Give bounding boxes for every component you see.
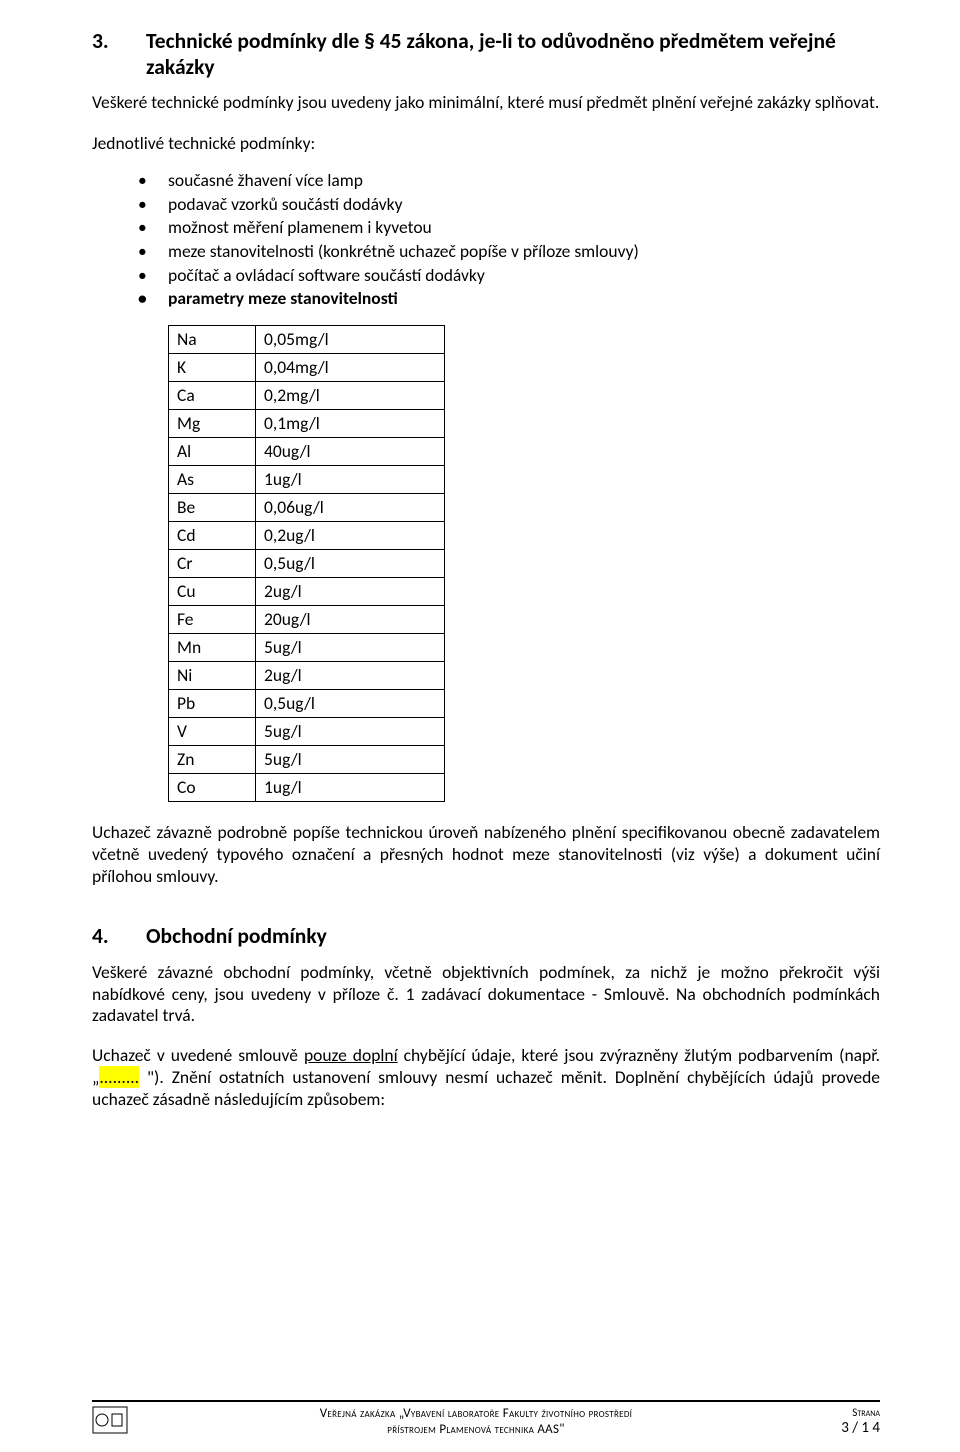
text-run: Uchazeč v uvedené smlouvě xyxy=(92,1044,304,1066)
table-row: Be0,06ug/l xyxy=(169,493,445,521)
table-row: Mg0,1mg/l xyxy=(169,409,445,437)
cell-element: Cd xyxy=(169,521,256,549)
cell-element: Na xyxy=(169,325,256,353)
cell-value: 0,05mg/l xyxy=(256,325,445,353)
cell-value: 40ug/l xyxy=(256,437,445,465)
list-item: meze stanovitelnosti (konkrétně uchazeč … xyxy=(138,240,880,264)
page-label: Strana xyxy=(814,1406,880,1419)
cell-element: As xyxy=(169,465,256,493)
highlighted-text: ......... xyxy=(99,1066,139,1088)
section3-heading: 3. Technické podmínky dle § 45 zákona, j… xyxy=(92,28,880,80)
table-row: K0,04mg/l xyxy=(169,353,445,381)
section4-title: Obchodní podmínky xyxy=(146,923,880,949)
cell-value: 1ug/l xyxy=(256,773,445,801)
cell-element: V xyxy=(169,717,256,745)
footer-line2: přístrojem Plamenová technika AAS" xyxy=(387,1422,565,1437)
cell-value: 0,5ug/l xyxy=(256,549,445,577)
cell-element: K xyxy=(169,353,256,381)
table-row: Na0,05mg/l xyxy=(169,325,445,353)
section4-para1: Veškeré závazné obchodní podmínky, včetn… xyxy=(92,962,880,1028)
table-row: Co1ug/l xyxy=(169,773,445,801)
footer-line1a: Veřejná zakázka „ xyxy=(320,1406,404,1421)
cell-element: Co xyxy=(169,773,256,801)
underlined-text: pouze doplní xyxy=(304,1044,398,1066)
cell-value: 1ug/l xyxy=(256,465,445,493)
table-row: Cu2ug/l xyxy=(169,577,445,605)
page-number: 3 / 1 4 xyxy=(814,1419,880,1437)
cell-value: 0,06ug/l xyxy=(256,493,445,521)
cell-element: Al xyxy=(169,437,256,465)
section4-heading: 4. Obchodní podmínky xyxy=(92,923,880,949)
footer-right: Strana 3 / 1 4 xyxy=(814,1406,880,1437)
cell-value: 0,1mg/l xyxy=(256,409,445,437)
cell-value: 0,2ug/l xyxy=(256,521,445,549)
section4-number: 4. xyxy=(92,923,146,949)
list-item: počítač a ovládací software součástí dod… xyxy=(138,264,880,288)
table-row: Cr0,5ug/l xyxy=(169,549,445,577)
list-item: možnost měření plamenem i kyvetou xyxy=(138,216,880,240)
cell-element: Be xyxy=(169,493,256,521)
text-run: "). Znění ostatních ustanovení smlouvy n… xyxy=(92,1066,880,1110)
cell-value: 5ug/l xyxy=(256,633,445,661)
cell-value: 0,2mg/l xyxy=(256,381,445,409)
table-row: Ca0,2mg/l xyxy=(169,381,445,409)
table-row: Zn5ug/l xyxy=(169,745,445,773)
table-row: Al40ug/l xyxy=(169,437,445,465)
cell-value: 2ug/l xyxy=(256,661,445,689)
section3-subintro: Jednotlivé technické podmínky: xyxy=(92,132,880,155)
spacer xyxy=(92,905,880,923)
cell-value: 2ug/l xyxy=(256,577,445,605)
cell-element: Zn xyxy=(169,745,256,773)
footer-line1b: Vybavení laboratoře Fakulty životního pr… xyxy=(403,1406,632,1421)
page: 3. Technické podmínky dle § 45 zákona, j… xyxy=(0,0,960,1452)
logo-icon xyxy=(92,1406,128,1438)
section3-intro: Veškeré technické podmínky jsou uvedeny … xyxy=(92,92,880,114)
section3-title: Technické podmínky dle § 45 zákona, je-l… xyxy=(146,28,880,80)
table-row: Pb0,5ug/l xyxy=(169,689,445,717)
table-row: Fe20ug/l xyxy=(169,605,445,633)
table-row: As1ug/l xyxy=(169,465,445,493)
section3-post-table: Uchazeč závazně podrobně popíše technick… xyxy=(92,822,880,888)
footer-center: Veřejná zakázka „Vybavení laboratoře Fak… xyxy=(138,1406,814,1439)
section3-number: 3. xyxy=(92,28,146,54)
cell-value: 5ug/l xyxy=(256,745,445,773)
list-item: současné žhavení více lamp xyxy=(138,169,880,193)
list-item: podavač vzorků součástí dodávky xyxy=(138,193,880,217)
table-body: Na0,05mg/l K0,04mg/l Ca0,2mg/l Mg0,1mg/l… xyxy=(169,325,445,801)
table-row: Cd0,2ug/l xyxy=(169,521,445,549)
cell-value: 0,5ug/l xyxy=(256,689,445,717)
cell-element: Mn xyxy=(169,633,256,661)
page-footer: Veřejná zakázka „Vybavení laboratoře Fak… xyxy=(92,1400,880,1439)
section3-bullet-list: současné žhavení více lamp podavač vzork… xyxy=(92,169,880,311)
cell-value: 20ug/l xyxy=(256,605,445,633)
cell-element: Mg xyxy=(169,409,256,437)
cell-element: Ca xyxy=(169,381,256,409)
cell-element: Cu xyxy=(169,577,256,605)
section4-para2: Uchazeč v uvedené smlouvě pouze doplní c… xyxy=(92,1045,880,1111)
cell-value: 5ug/l xyxy=(256,717,445,745)
cell-value: 0,04mg/l xyxy=(256,353,445,381)
table-row: Ni2ug/l xyxy=(169,661,445,689)
parameters-table: Na0,05mg/l K0,04mg/l Ca0,2mg/l Mg0,1mg/l… xyxy=(168,325,445,802)
table-row: V5ug/l xyxy=(169,717,445,745)
cell-element: Pb xyxy=(169,689,256,717)
list-item: parametry meze stanovitelnosti xyxy=(138,287,880,311)
cell-element: Cr xyxy=(169,549,256,577)
cell-element: Ni xyxy=(169,661,256,689)
cell-element: Fe xyxy=(169,605,256,633)
table-row: Mn5ug/l xyxy=(169,633,445,661)
